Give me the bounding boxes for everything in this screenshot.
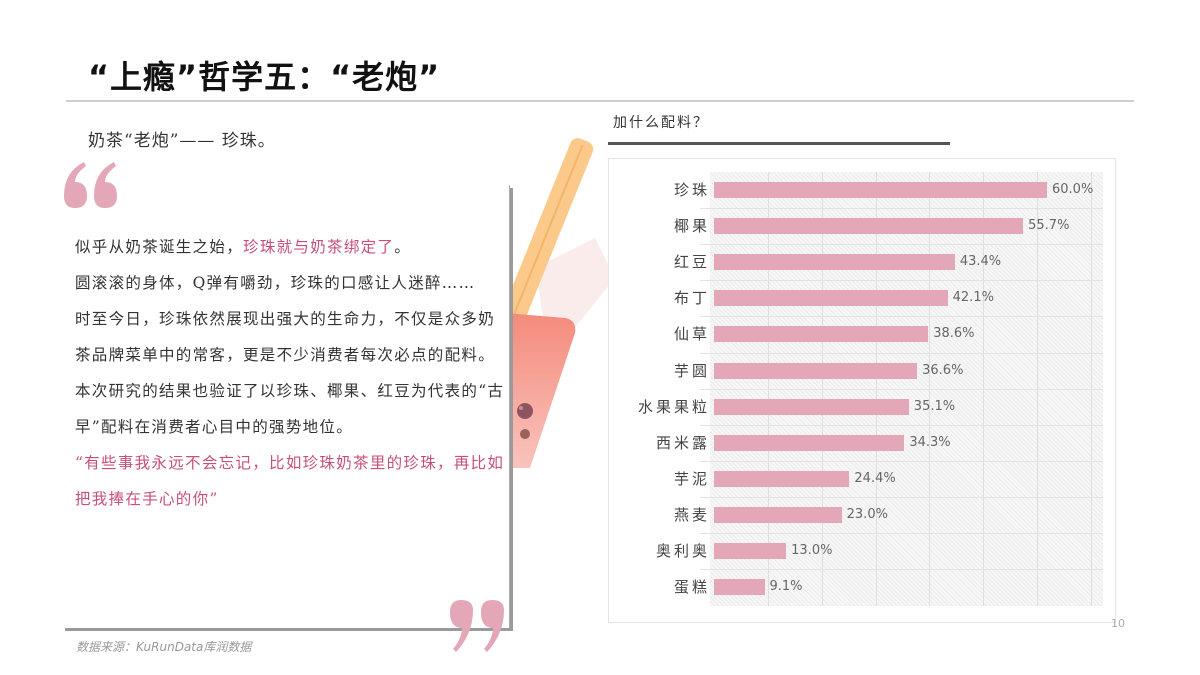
chart-bar-row: 燕麦 23.0% <box>610 497 1130 533</box>
close-quote-icon <box>450 600 504 652</box>
chart-bar-row: 珍珠 60.0% <box>610 172 1130 208</box>
bar-category-label: 芋泥 <box>673 469 710 488</box>
bar-value-label: 23.0% <box>846 506 888 522</box>
chart-horizontal-gridline <box>700 316 1103 318</box>
bar <box>714 326 929 343</box>
bar-value-label: 43.4% <box>959 254 1002 270</box>
chart-bar-row: 水果果粒 35.1% <box>610 389 1130 425</box>
bar-category-label: 芋圆 <box>673 361 710 380</box>
card-paragraph-4: 本次研究的结果也验证了以珍珠、椰果、红豆为代表的“古早”配料在消费者心目中的强势… <box>75 382 505 436</box>
chart-horizontal-gridline <box>700 280 1103 282</box>
open-quote-icon <box>64 162 117 208</box>
chart-bar-row: 椰果 55.7% <box>610 208 1130 244</box>
chart-bar-row: 芋圆 36.6% <box>610 353 1130 389</box>
page-title: “上瘾”哲学五：“老炮” <box>88 58 441 96</box>
chart-title: 加什么配料？ <box>613 115 709 131</box>
chart-horizontal-gridline <box>700 388 1103 390</box>
card-paragraph-1: 似乎从奶茶诞生之始，珍珠就与奶茶绑定了。 <box>75 229 505 265</box>
chart-bar-row: 西米露 34.3% <box>610 425 1130 461</box>
chart-bar-row: 芋泥 24.4% <box>610 461 1130 497</box>
chart-plot-area <box>700 172 1103 606</box>
bar <box>714 182 1047 198</box>
bar-category-label: 椰果 <box>673 217 710 236</box>
chart-horizontal-gridline <box>700 569 1103 571</box>
bar-category-label: 奥利奥 <box>655 542 710 560</box>
bar-category-label: 红豆 <box>673 253 710 272</box>
card-paragraph-quote: “有些事我永远不会忘记，比如珍珠奶茶里的珍珠，再比如把我捧在手心的你” <box>75 454 505 508</box>
bar-value-label: 35.1% <box>913 398 956 414</box>
chart-bar-row: 蛋糕 9.1% <box>610 569 1130 605</box>
bar <box>714 579 765 596</box>
bar-category-label: 仙草 <box>673 325 710 344</box>
bar-value-label: 36.6% <box>922 362 964 378</box>
bar-value-label: 13.0% <box>791 543 833 558</box>
data-source-note: 数据来源：KuRunData库润数据 <box>76 640 252 654</box>
bar-value-label: 34.3% <box>909 434 951 450</box>
chart-horizontal-gridline <box>700 352 1103 354</box>
bar-value-label: 38.6% <box>933 326 975 342</box>
bar-value-label: 9.1% <box>769 579 803 595</box>
bubble-tea-illustration-icon <box>500 138 615 468</box>
chart-horizontal-gridline <box>700 424 1103 426</box>
bar <box>714 290 948 307</box>
chart-horizontal-gridline <box>700 533 1103 534</box>
bar <box>714 543 787 559</box>
bar-category-label: 蛋糕 <box>673 578 710 597</box>
bar-value-label: 24.4% <box>854 470 896 486</box>
quote-card-text: 似乎从奶茶诞生之始，珍珠就与奶茶绑定了。 圆滚滚的身体，Q弹有嚼劲，珍珠的口感让… <box>75 229 505 517</box>
bar-value-label: 55.7% <box>1028 218 1070 234</box>
card-text-punct: 。 <box>394 238 412 256</box>
chart-horizontal-gridline <box>700 244 1103 246</box>
bar-category-label: 珍珠 <box>673 181 710 199</box>
bar <box>714 254 955 271</box>
card-text-highlight: 珍珠就与奶茶绑定了 <box>243 238 395 256</box>
card-paragraph-3: 时至今日，珍珠依然展现出强大的生命力，不仅是众多奶茶品牌菜单中的常客，更是不少消… <box>75 310 496 364</box>
bar-category-label: 水果果粒 <box>637 397 710 416</box>
chart-bar-row: 红豆 43.4% <box>610 244 1130 280</box>
chart-horizontal-gridline <box>700 496 1103 498</box>
chart-horizontal-gridline <box>700 460 1103 462</box>
bar-category-label: 布丁 <box>673 289 710 308</box>
chart-bar-row: 仙草 38.6% <box>610 316 1130 352</box>
page-number: 10 <box>1111 617 1125 630</box>
bar <box>714 398 909 415</box>
bar <box>714 434 905 451</box>
section-subtitle: 奶茶“老炮”—— 珍珠。 <box>88 131 276 151</box>
card-paragraph-2: 圆滚滚的身体，Q弹有嚼劲，珍珠的口感让人迷醉…… <box>75 274 476 292</box>
bar-category-label: 燕麦 <box>673 505 710 524</box>
bar <box>714 470 850 487</box>
chart-bar-row: 奥利奥 13.0% <box>610 533 1130 569</box>
bar <box>714 218 1024 235</box>
bar <box>714 362 918 379</box>
bar-value-label: 42.1% <box>952 290 994 306</box>
card-text-normal: 似乎从奶茶诞生之始， <box>75 238 244 256</box>
bar-category-label: 西米露 <box>655 433 710 452</box>
bar <box>714 506 842 523</box>
bar-value-label: 60.0% <box>1052 182 1094 197</box>
chart-bar-row: 布丁 42.1% <box>610 280 1130 316</box>
quote-card <box>62 185 510 628</box>
chart-horizontal-gridline <box>700 208 1103 210</box>
title-divider <box>66 100 1134 102</box>
chart-title-underline <box>608 142 950 145</box>
